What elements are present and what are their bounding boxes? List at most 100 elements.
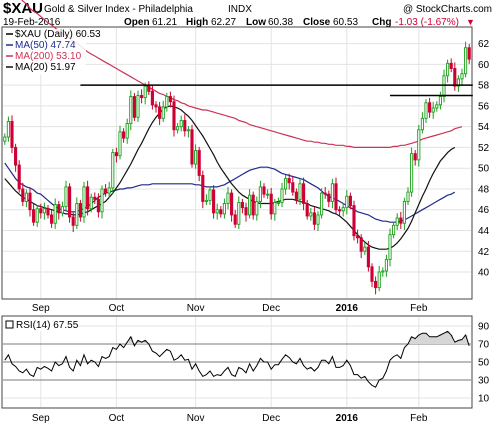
- price-candle: [438, 91, 442, 110]
- time-axis-label: Sep: [32, 303, 50, 314]
- price-candle: [320, 188, 324, 219]
- price-candle: [294, 188, 298, 205]
- rsi-line: [4, 330, 470, 388]
- time-axis-bottom: Sep Oct Nov Dec 2016 Feb: [32, 413, 428, 424]
- price-candle: [370, 263, 374, 288]
- price-candle: [305, 199, 309, 220]
- price-candle: [60, 201, 64, 217]
- price-candle: [194, 144, 198, 169]
- close-value: 60.53: [333, 17, 358, 28]
- price-candle: [158, 102, 162, 126]
- price-candle: [345, 190, 349, 215]
- price-candle: [201, 170, 205, 209]
- price-candle: [392, 221, 396, 239]
- price-candle: [226, 186, 230, 210]
- price-candle: [381, 267, 385, 277]
- price-candle: [24, 189, 28, 208]
- price-candle: [71, 212, 75, 233]
- price-candle: [298, 178, 302, 206]
- time-axis-label: Nov: [187, 303, 205, 314]
- price-candle: [168, 91, 172, 108]
- price-candle: [111, 148, 115, 194]
- rsi-grid: [3, 317, 471, 407]
- price-candle: [39, 203, 43, 219]
- price-candle: [330, 178, 334, 209]
- price-candles: [3, 41, 471, 295]
- price-candle: [57, 200, 61, 220]
- price-candle: [132, 92, 136, 121]
- price-candle: [21, 182, 25, 207]
- price-candle: [280, 182, 284, 208]
- price-candle: [266, 189, 270, 199]
- legend-entry: MA(20) 51.97: [15, 62, 76, 73]
- resistance-lines: [80, 84, 473, 97]
- price-candle: [273, 198, 277, 221]
- price-candle: [118, 125, 122, 160]
- price-candle: [323, 186, 327, 199]
- price-candle: [197, 146, 201, 182]
- rsi-tick-label: 90: [478, 322, 490, 333]
- price-candle: [359, 234, 363, 259]
- price-candle: [327, 190, 331, 208]
- price-candle: [176, 123, 180, 134]
- price-candle: [219, 206, 223, 218]
- price-candle: [262, 183, 266, 198]
- price-candle: [78, 199, 82, 222]
- price-candle: [302, 177, 306, 211]
- chart-date: 19-Feb-2016: [3, 17, 61, 28]
- price-candle: [309, 207, 313, 221]
- price-candle: [125, 118, 129, 144]
- price-candle: [269, 188, 273, 220]
- price-tick-label: 52: [478, 143, 490, 154]
- chg-label: Chg: [372, 17, 391, 28]
- price-candle: [14, 143, 18, 172]
- price-candle: [143, 82, 147, 105]
- price-candle: [374, 276, 378, 295]
- price-candle: [431, 101, 435, 119]
- price-candle: [50, 210, 54, 228]
- chg-down-arrow-icon: ▼: [466, 17, 475, 27]
- price-candle: [406, 187, 410, 206]
- price-candle: [28, 188, 32, 217]
- price-candle: [338, 206, 342, 216]
- price-candle: [240, 198, 244, 214]
- price-candle: [10, 115, 14, 154]
- price-candle: [150, 85, 154, 110]
- price-candle: [284, 174, 288, 195]
- price-candle: [89, 193, 93, 213]
- chg-value: -1.03 (-1.67%): [395, 17, 459, 28]
- price-candle: [402, 197, 406, 230]
- price-candle: [32, 203, 36, 226]
- price-candle: [179, 115, 183, 132]
- price-candle: [93, 192, 97, 205]
- price-candle: [244, 202, 248, 222]
- low-value: 60.38: [268, 17, 293, 28]
- time-axis-label: Feb: [410, 303, 428, 314]
- price-tick-label: 54: [478, 122, 490, 133]
- price-candle: [212, 185, 216, 219]
- price-candle: [233, 210, 237, 228]
- price-candle: [388, 228, 392, 267]
- rsi-tick-label: 10: [478, 394, 490, 405]
- price-candle: [82, 182, 86, 223]
- time-axis-label: Dec: [262, 413, 280, 424]
- price-candle: [460, 68, 464, 86]
- rsi-axis: 90 70 50 30 10: [478, 322, 490, 405]
- price-candle: [129, 90, 133, 131]
- price-tick-label: 48: [478, 184, 490, 195]
- price-candle: [413, 150, 417, 166]
- time-axis-label: Feb: [410, 413, 428, 424]
- price-candle: [154, 101, 158, 113]
- price-candle: [96, 193, 100, 218]
- time-axis-top: Sep Oct Nov Dec 2016 Feb: [32, 303, 428, 314]
- price-candle: [165, 92, 169, 112]
- price-candle: [453, 62, 457, 91]
- price-candle: [348, 192, 352, 210]
- price-candle: [428, 97, 432, 118]
- legend-entry: $XAU (Daily) 60.53: [15, 29, 101, 40]
- low-label: Low: [246, 17, 266, 28]
- price-candle: [114, 147, 118, 163]
- price-candle: [122, 128, 126, 143]
- price-candle: [186, 126, 190, 138]
